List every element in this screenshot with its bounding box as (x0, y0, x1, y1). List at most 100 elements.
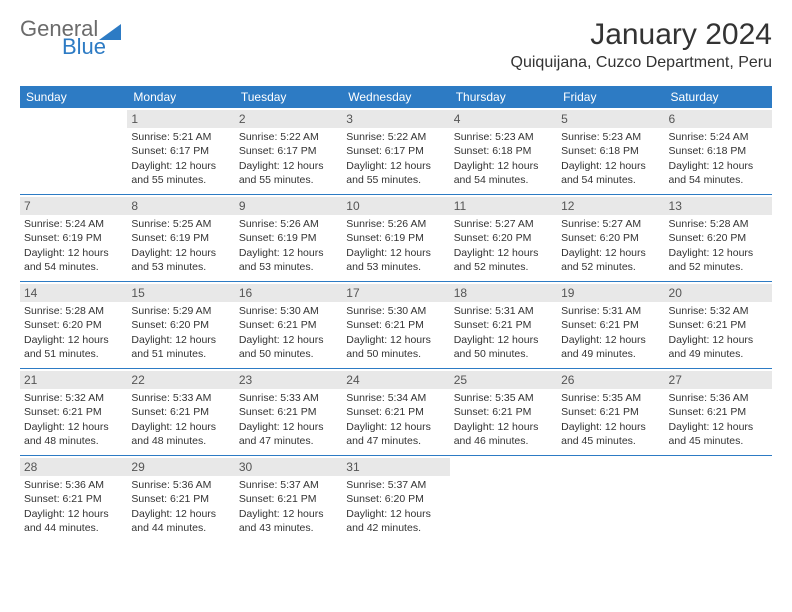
daylight-line-1: Daylight: 12 hours (669, 333, 768, 347)
day-number: 5 (557, 110, 664, 128)
calendar-cell: 25Sunrise: 5:35 AMSunset: 6:21 PMDayligh… (450, 369, 557, 455)
sunset-line: Sunset: 6:21 PM (131, 405, 230, 419)
sunrise-line: Sunrise: 5:28 AM (669, 217, 768, 231)
daylight-line-1: Daylight: 12 hours (24, 333, 123, 347)
sunrise-line: Sunrise: 5:30 AM (346, 304, 445, 318)
day-number: 11 (450, 197, 557, 215)
sunset-line: Sunset: 6:20 PM (454, 231, 553, 245)
sunrise-line: Sunrise: 5:29 AM (131, 304, 230, 318)
daylight-line-2: and 51 minutes. (24, 347, 123, 361)
day-number: 29 (127, 458, 234, 476)
weekday-header: Friday (557, 86, 664, 108)
calendar-cell: 1Sunrise: 5:21 AMSunset: 6:17 PMDaylight… (127, 108, 234, 194)
calendar-week-row: 14Sunrise: 5:28 AMSunset: 6:20 PMDayligh… (20, 282, 772, 368)
calendar-cell: 22Sunrise: 5:33 AMSunset: 6:21 PMDayligh… (127, 369, 234, 455)
daylight-line-1: Daylight: 12 hours (346, 159, 445, 173)
daylight-line-1: Daylight: 12 hours (239, 333, 338, 347)
daylight-line-1: Daylight: 12 hours (24, 420, 123, 434)
calendar-cell: 31Sunrise: 5:37 AMSunset: 6:20 PMDayligh… (342, 456, 449, 542)
sunset-line: Sunset: 6:20 PM (24, 318, 123, 332)
sunset-line: Sunset: 6:21 PM (454, 405, 553, 419)
calendar-cell: 27Sunrise: 5:36 AMSunset: 6:21 PMDayligh… (665, 369, 772, 455)
daylight-line-2: and 48 minutes. (24, 434, 123, 448)
sunrise-line: Sunrise: 5:32 AM (669, 304, 768, 318)
daylight-line-2: and 52 minutes. (669, 260, 768, 274)
day-number: 26 (557, 371, 664, 389)
day-number: 27 (665, 371, 772, 389)
sunset-line: Sunset: 6:17 PM (239, 144, 338, 158)
daylight-line-1: Daylight: 12 hours (561, 159, 660, 173)
daylight-line-2: and 54 minutes. (24, 260, 123, 274)
sunset-line: Sunset: 6:21 PM (669, 318, 768, 332)
daylight-line-1: Daylight: 12 hours (561, 420, 660, 434)
calendar-cell: 11Sunrise: 5:27 AMSunset: 6:20 PMDayligh… (450, 195, 557, 281)
daylight-line-2: and 54 minutes. (454, 173, 553, 187)
daylight-line-2: and 51 minutes. (131, 347, 230, 361)
daylight-line-1: Daylight: 12 hours (454, 246, 553, 260)
day-number: 1 (127, 110, 234, 128)
day-number: 6 (665, 110, 772, 128)
sunrise-line: Sunrise: 5:36 AM (131, 478, 230, 492)
calendar-week-row: 7Sunrise: 5:24 AMSunset: 6:19 PMDaylight… (20, 195, 772, 281)
daylight-line-2: and 50 minutes. (346, 347, 445, 361)
daylight-line-1: Daylight: 12 hours (561, 246, 660, 260)
calendar-cell: 26Sunrise: 5:35 AMSunset: 6:21 PMDayligh… (557, 369, 664, 455)
sunrise-line: Sunrise: 5:34 AM (346, 391, 445, 405)
day-number: 8 (127, 197, 234, 215)
calendar-table: Sunday Monday Tuesday Wednesday Thursday… (20, 86, 772, 542)
daylight-line-2: and 52 minutes. (561, 260, 660, 274)
day-number: 31 (342, 458, 449, 476)
calendar-cell: 2Sunrise: 5:22 AMSunset: 6:17 PMDaylight… (235, 108, 342, 194)
day-number: 16 (235, 284, 342, 302)
sunset-line: Sunset: 6:17 PM (131, 144, 230, 158)
day-number: 4 (450, 110, 557, 128)
daylight-line-1: Daylight: 12 hours (239, 159, 338, 173)
sunset-line: Sunset: 6:21 PM (24, 492, 123, 506)
day-number: 12 (557, 197, 664, 215)
calendar-cell (450, 456, 557, 542)
sunrise-line: Sunrise: 5:24 AM (24, 217, 123, 231)
daylight-line-2: and 50 minutes. (454, 347, 553, 361)
daylight-line-1: Daylight: 12 hours (24, 507, 123, 521)
calendar-cell: 16Sunrise: 5:30 AMSunset: 6:21 PMDayligh… (235, 282, 342, 368)
sunset-line: Sunset: 6:20 PM (131, 318, 230, 332)
daylight-line-2: and 54 minutes. (669, 173, 768, 187)
daylight-line-2: and 45 minutes. (561, 434, 660, 448)
sunset-line: Sunset: 6:19 PM (239, 231, 338, 245)
sunrise-line: Sunrise: 5:36 AM (669, 391, 768, 405)
calendar-week-row: 21Sunrise: 5:32 AMSunset: 6:21 PMDayligh… (20, 369, 772, 455)
calendar-cell: 23Sunrise: 5:33 AMSunset: 6:21 PMDayligh… (235, 369, 342, 455)
sunset-line: Sunset: 6:21 PM (561, 318, 660, 332)
sunset-line: Sunset: 6:21 PM (346, 318, 445, 332)
calendar-cell: 28Sunrise: 5:36 AMSunset: 6:21 PMDayligh… (20, 456, 127, 542)
day-number: 25 (450, 371, 557, 389)
calendar-cell (665, 456, 772, 542)
daylight-line-1: Daylight: 12 hours (454, 333, 553, 347)
daylight-line-1: Daylight: 12 hours (239, 507, 338, 521)
daylight-line-1: Daylight: 12 hours (24, 246, 123, 260)
day-number: 9 (235, 197, 342, 215)
calendar-cell: 12 Sunrise: 5:27 AMSunset: 6:20 PMDayligh… (557, 195, 664, 281)
calendar-cell: 24Sunrise: 5:34 AMSunset: 6:21 PMDayligh… (342, 369, 449, 455)
daylight-line-1: Daylight: 12 hours (239, 246, 338, 260)
calendar-cell: 4Sunrise: 5:23 AMSunset: 6:18 PMDaylight… (450, 108, 557, 194)
calendar-cell (557, 456, 664, 542)
day-number: 3 (342, 110, 449, 128)
daylight-line-1: Daylight: 12 hours (346, 420, 445, 434)
sunrise-line: Sunrise: 5:37 AM (346, 478, 445, 492)
logo-text-blue: Blue (62, 36, 121, 58)
daylight-line-2: and 55 minutes. (346, 173, 445, 187)
calendar-cell (20, 108, 127, 194)
logo: GeneralBlue (20, 18, 121, 58)
sunrise-line: Sunrise: 5:30 AM (239, 304, 338, 318)
day-number: 15 (127, 284, 234, 302)
day-number: 18 (450, 284, 557, 302)
daylight-line-2: and 55 minutes. (131, 173, 230, 187)
sunset-line: Sunset: 6:20 PM (561, 231, 660, 245)
daylight-line-1: Daylight: 12 hours (131, 159, 230, 173)
daylight-line-2: and 54 minutes. (561, 173, 660, 187)
sunrise-line: Sunrise: 5:27 AM (561, 217, 660, 231)
day-number: 28 (20, 458, 127, 476)
calendar-cell: 3Sunrise: 5:22 AMSunset: 6:17 PMDaylight… (342, 108, 449, 194)
calendar-cell: 20Sunrise: 5:32 AMSunset: 6:21 PMDayligh… (665, 282, 772, 368)
